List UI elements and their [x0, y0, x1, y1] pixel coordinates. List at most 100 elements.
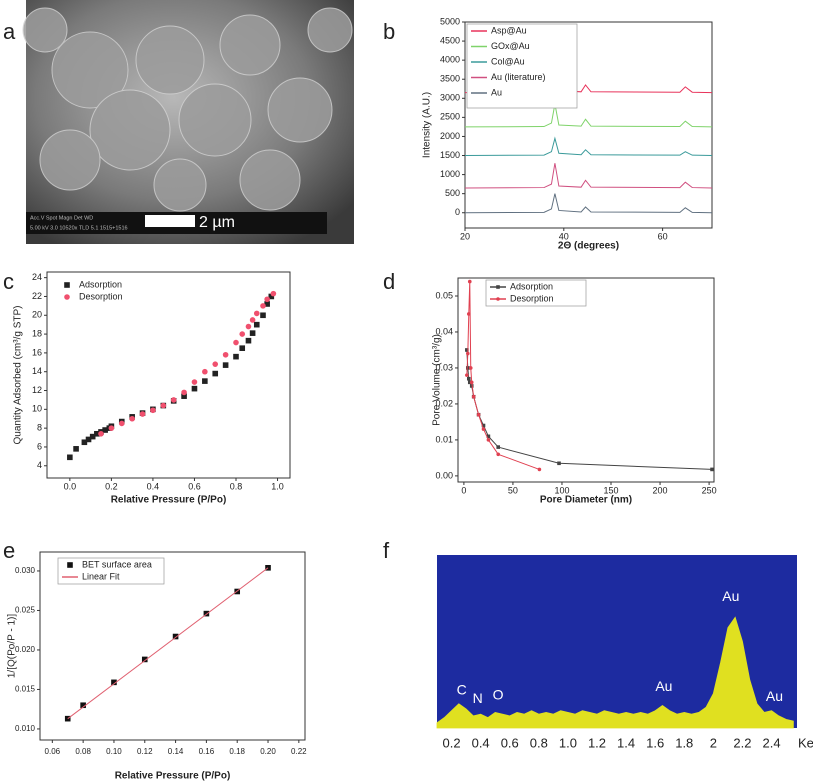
y-tick-label: 3500 — [440, 74, 460, 84]
marker — [139, 411, 146, 417]
y-tick-label: 0 — [455, 207, 460, 217]
marker — [85, 436, 92, 443]
marker — [270, 290, 277, 297]
marker — [465, 348, 469, 352]
marker — [249, 317, 256, 323]
y-tick-label: 20 — [32, 310, 42, 320]
legend-swatch — [64, 282, 70, 288]
x-axis-label: Kev — [798, 735, 813, 750]
marker — [191, 379, 198, 385]
x-axis-label: Relative Pressure (P/Po) — [111, 495, 227, 506]
x-axis-label: 2Θ (degrees) — [558, 241, 619, 252]
y-tick-label: 4 — [37, 460, 42, 470]
y-tick-label: 1500 — [440, 150, 460, 160]
marker — [102, 427, 108, 433]
plot-frame — [39, 551, 306, 741]
legend-label: Adsorption — [510, 281, 553, 291]
sem-image: Acc.V Spot Magn Det WD 5.00 kV 3.0 10520… — [22, 0, 354, 244]
marker — [239, 345, 246, 351]
y-tick-label: 6 — [37, 441, 42, 451]
marker — [265, 564, 271, 571]
y-tick-label: 0.03 — [435, 362, 453, 372]
panel-label: c — [3, 269, 14, 294]
series-line — [464, 193, 713, 214]
x-tick-label: 0.0 — [64, 481, 77, 491]
y-tick-label: 0.025 — [15, 606, 36, 615]
x-tick-label: 1.2 — [588, 735, 606, 750]
marker — [268, 293, 275, 300]
peak-label: Au — [766, 688, 783, 704]
marker — [233, 353, 239, 360]
x-tick-label: 0.4 — [147, 481, 160, 491]
marker — [253, 310, 260, 317]
marker — [481, 423, 486, 428]
x-tick-label: 250 — [702, 485, 717, 495]
x-tick-label: 1.4 — [617, 735, 635, 750]
series-line — [464, 163, 713, 189]
x-tick-label: 0.14 — [168, 747, 184, 756]
x-tick-label: 1.0 — [271, 481, 284, 491]
marker — [260, 303, 266, 309]
y-tick-label: 24 — [32, 272, 42, 282]
marker — [170, 397, 177, 403]
legend-label: Adsorption — [79, 279, 122, 289]
y-axis-label: Quantity Adsorbed (cm³/g STP) — [13, 306, 24, 445]
marker — [481, 427, 486, 431]
x-tick-label: 0.08 — [75, 747, 91, 756]
legend-label: BET surface area — [82, 559, 152, 569]
marker — [239, 331, 246, 337]
panel-label: f — [383, 538, 390, 563]
marker — [469, 380, 474, 385]
x-tick-label: 0.8 — [230, 481, 243, 491]
plot-frame — [457, 277, 715, 483]
x-tick-label: 0.6 — [501, 735, 519, 750]
marker — [476, 412, 481, 417]
marker — [73, 446, 79, 452]
info-text: 5.00 kV 3.0 10520x TLD 5.1 1515+1516 — [30, 225, 128, 231]
marker — [181, 393, 187, 399]
y-tick-label: 0.05 — [435, 290, 453, 300]
y-tick-label: 2500 — [440, 112, 460, 122]
marker — [249, 330, 256, 336]
peak-label: Au — [722, 588, 739, 604]
legend-swatch — [64, 294, 70, 300]
y-tick-label: 10 — [32, 404, 42, 414]
marker — [233, 339, 239, 346]
legend-label: Desorption — [79, 291, 123, 301]
marker — [181, 389, 187, 396]
info-text: Acc.V Spot Magn Det WD — [30, 215, 93, 221]
x-tick-label: 200 — [653, 485, 668, 495]
marker — [245, 323, 252, 330]
marker — [80, 702, 86, 709]
marker — [222, 351, 229, 358]
x-tick-label: 0.18 — [229, 747, 245, 756]
panel-label: e — [3, 538, 15, 563]
x-tick-label: 0.10 — [106, 747, 122, 756]
y-tick-label: 16 — [32, 347, 42, 357]
y-tick-label: 12 — [32, 385, 42, 395]
y-tick-label: 4500 — [440, 35, 460, 45]
series-line — [67, 567, 269, 720]
marker — [67, 454, 73, 461]
marker — [466, 312, 471, 316]
marker — [467, 380, 472, 385]
y-axis-label: Intensity (A.U.) — [422, 92, 433, 158]
x-tick-label: 2 — [710, 735, 717, 750]
y-tick-label: 0.030 — [15, 566, 36, 575]
x-tick-label: 2.2 — [733, 735, 751, 750]
plot-frame — [46, 271, 291, 479]
marker — [466, 351, 470, 356]
x-tick-label: 0.12 — [137, 747, 153, 756]
legend-label: Desorption — [510, 293, 554, 303]
y-tick-label: 2000 — [440, 131, 460, 141]
x-tick-label: 0.2 — [443, 735, 461, 750]
marker — [150, 407, 156, 414]
y-tick-label: 0.015 — [15, 685, 36, 694]
plot-frame — [464, 21, 713, 229]
marker — [118, 420, 125, 427]
spectrum — [436, 616, 794, 729]
marker — [212, 370, 219, 377]
legend-label: Asp@Au — [491, 25, 527, 35]
legend-box — [466, 23, 578, 109]
